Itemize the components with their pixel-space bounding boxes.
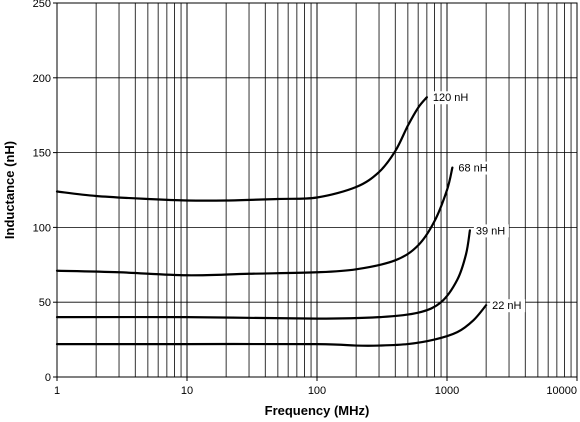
y-tick-label: 150 [33, 148, 51, 160]
y-tick-labels: 0 50 100 150 200 250 [33, 0, 57, 384]
x-axis-title: Frequency (MHz) [265, 403, 370, 418]
series-lines [55, 96, 488, 347]
series-label-0: 120 nH [433, 92, 469, 104]
x-tick-label: 1 [54, 385, 60, 397]
series-label-background [473, 224, 509, 238]
series-line-1 [55, 166, 454, 277]
x-tick-label: 100 [308, 385, 326, 397]
grid [57, 3, 577, 377]
series-label-background [430, 91, 473, 105]
y-tick-label: 50 [39, 297, 51, 309]
series-label-background [456, 161, 492, 175]
series-line-3 [55, 304, 488, 347]
series-label-3: 22 nH [492, 300, 521, 312]
series-line-0 [55, 96, 428, 202]
x-tick-labels: 1 10 100 1000 10000 [54, 377, 578, 397]
y-axis-title: Inductance (nH) [2, 141, 17, 239]
x-tick-label: 1000 [435, 385, 459, 397]
series-label-background [490, 299, 526, 313]
x-tick-label: 10000 [546, 385, 577, 397]
x-tick-label: 10 [181, 385, 193, 397]
series-label-1: 68 nH [458, 163, 487, 175]
series-label-2: 39 nH [476, 225, 505, 237]
y-tick-label: 100 [33, 222, 51, 234]
series-line-2 [55, 229, 471, 320]
y-tick-label: 0 [45, 372, 51, 384]
series-labels: 120 nH 68 nH 39 nH 22 nH [430, 91, 526, 313]
y-tick-label: 200 [33, 73, 51, 85]
y-tick-label: 250 [33, 0, 51, 10]
